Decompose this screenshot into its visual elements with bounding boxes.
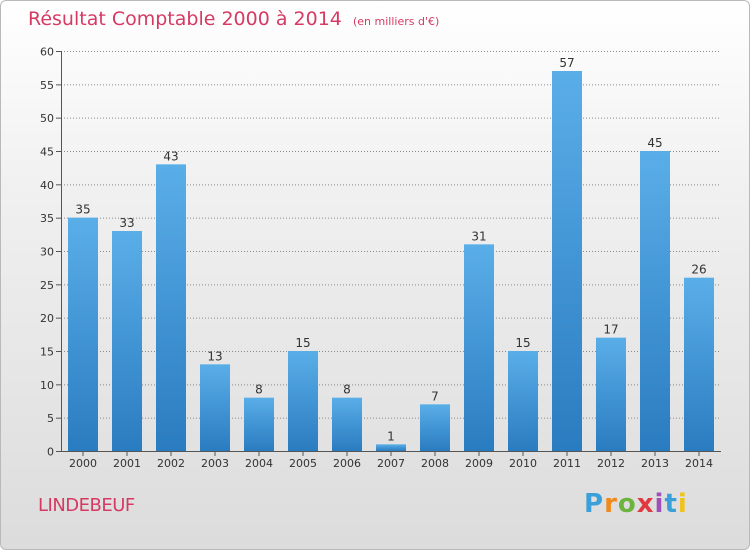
chart-title: Résultat Comptable 2000 à 2014 (en milli… <box>28 8 439 30</box>
logo-letter: i <box>654 489 665 519</box>
bar <box>596 337 626 451</box>
y-tick-label: 50 <box>40 112 54 125</box>
logo-letter: o <box>617 489 637 519</box>
data-label: 33 <box>119 216 134 230</box>
proxiti-logo[interactable]: Proxiti <box>584 489 688 519</box>
chart-title-unit: (en milliers d'€) <box>352 15 440 28</box>
bar <box>420 404 450 451</box>
chart-title-main: Résultat Comptable 2000 à 2014 <box>28 8 342 30</box>
bar-series <box>68 71 714 452</box>
x-tick-label: 2010 <box>509 457 537 470</box>
commune-name: LINDEBEUF <box>38 495 135 516</box>
data-label: 26 <box>691 263 706 277</box>
x-tick-label: 2001 <box>113 457 141 470</box>
bar <box>112 231 142 451</box>
data-label: 7 <box>431 389 439 403</box>
data-label: 13 <box>207 349 222 363</box>
data-label: 57 <box>559 56 574 70</box>
data-label: 1 <box>387 429 395 443</box>
bar <box>552 71 582 451</box>
data-label: 8 <box>343 383 351 397</box>
x-tick-label: 2006 <box>333 457 361 470</box>
y-tick-label: 15 <box>40 346 54 359</box>
x-tick-label: 2011 <box>553 457 581 470</box>
data-label: 15 <box>295 336 310 350</box>
bar <box>464 244 494 451</box>
x-tick-label: 2014 <box>685 457 713 470</box>
logo-letter: i <box>677 489 688 519</box>
x-tick-label: 2012 <box>597 457 625 470</box>
bar <box>68 217 98 451</box>
bar <box>332 397 362 451</box>
axes: 0 5 10 15 20 25 30 35 40 45 50 55 60 2000 2001 2002 2003… <box>40 46 721 470</box>
data-label: 15 <box>515 336 530 350</box>
y-tick-label: 40 <box>40 179 54 192</box>
bar <box>288 351 318 451</box>
y-tick-label: 60 <box>40 46 54 59</box>
data-label: 35 <box>75 203 90 217</box>
y-tick-label: 20 <box>40 312 54 325</box>
x-tick-label: 2009 <box>465 457 493 470</box>
data-label: 8 <box>255 383 263 397</box>
y-tick-label: 0 <box>47 446 54 459</box>
y-tick-label: 45 <box>40 146 54 159</box>
x-tick-label: 2013 <box>641 457 669 470</box>
bar <box>156 164 186 452</box>
data-label: 17 <box>603 323 618 337</box>
y-tick-label: 5 <box>47 412 54 425</box>
x-tick-label: 2008 <box>421 457 449 470</box>
y-tick-label: 25 <box>40 279 54 292</box>
x-tick-label: 2004 <box>245 457 273 470</box>
data-label: 43 <box>163 149 178 163</box>
logo-letter: r <box>604 489 618 519</box>
bar <box>640 151 670 451</box>
x-tick-label: 2000 <box>69 457 97 470</box>
x-tick-label: 2007 <box>377 457 405 470</box>
x-tick-label: 2003 <box>201 457 229 470</box>
bar <box>684 277 714 451</box>
grid-lines <box>61 51 721 419</box>
y-tick-label: 10 <box>40 379 54 392</box>
y-tick-label: 30 <box>40 246 54 259</box>
logo-letter: x <box>636 489 655 519</box>
data-label: 45 <box>647 136 662 150</box>
bar <box>200 364 230 451</box>
logo-letter: P <box>584 489 605 519</box>
logo-letter: t <box>664 489 678 519</box>
bar <box>508 351 538 451</box>
data-label: 31 <box>471 229 486 243</box>
bar <box>376 444 406 451</box>
y-tick-label: 35 <box>40 212 54 225</box>
x-tick-label: 2002 <box>157 457 185 470</box>
x-tick-label: 2005 <box>289 457 317 470</box>
bar <box>244 397 274 451</box>
y-tick-label: 55 <box>40 79 54 92</box>
